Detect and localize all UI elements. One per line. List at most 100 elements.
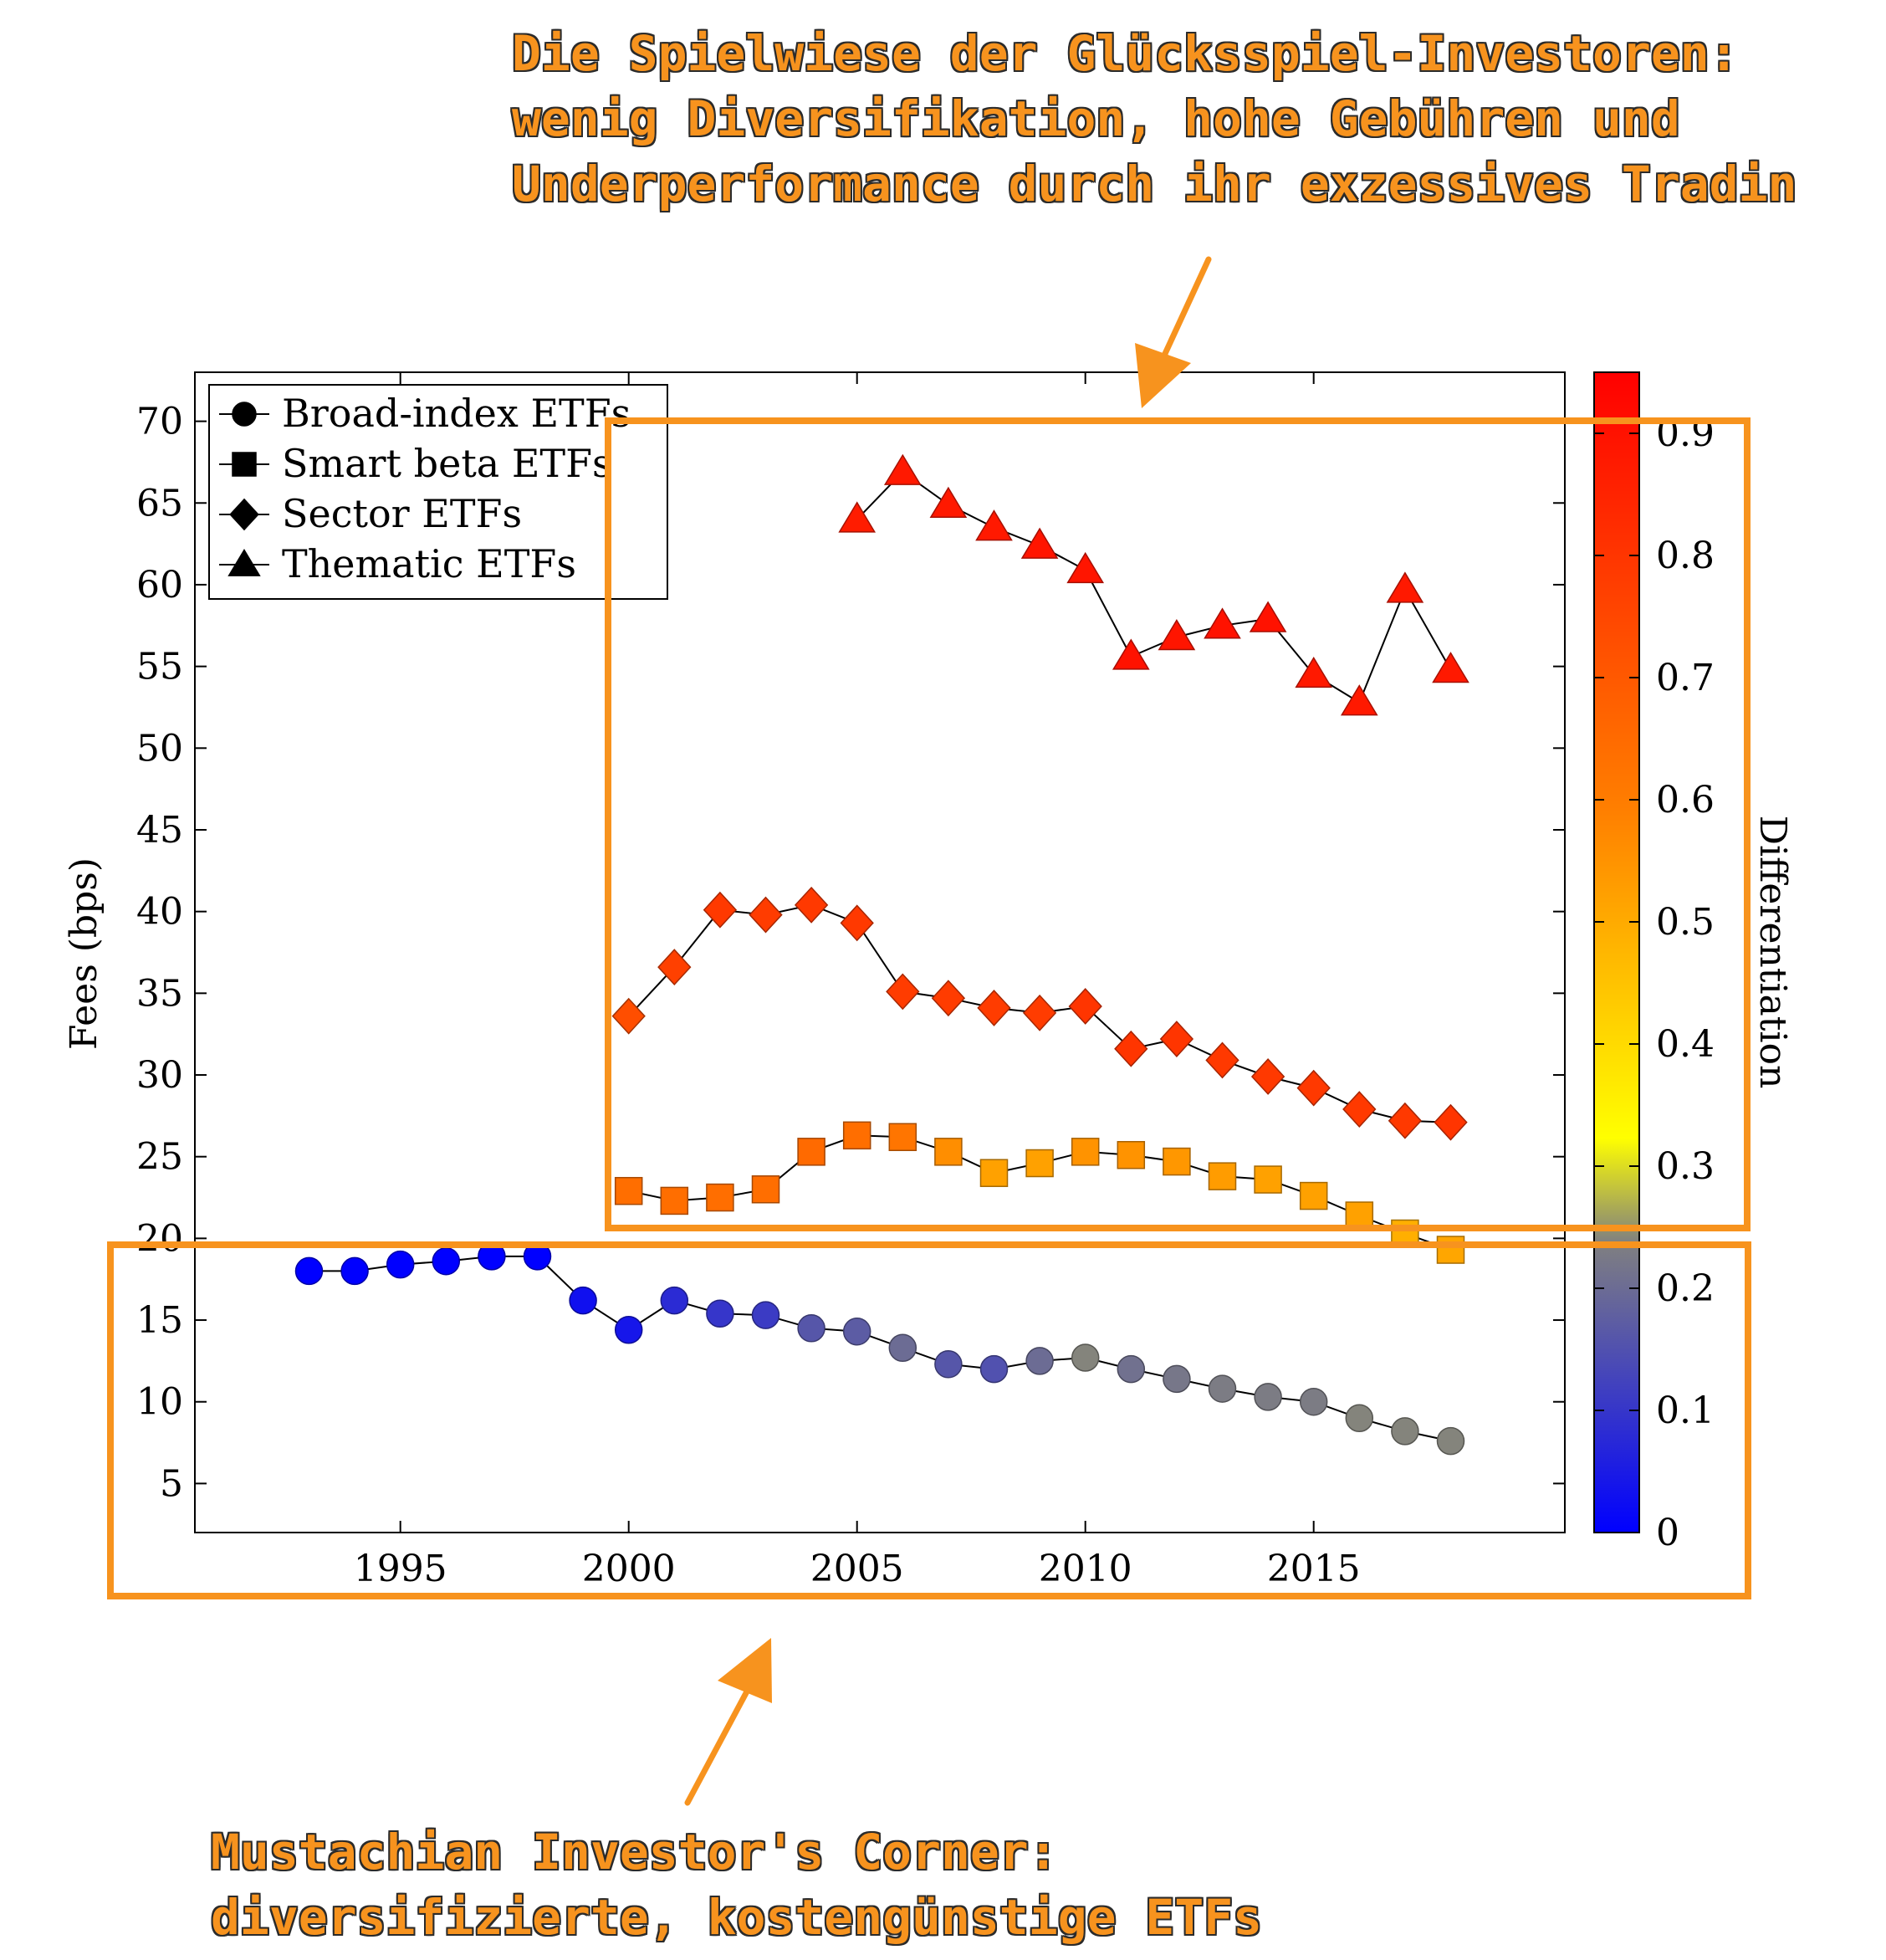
data-point <box>660 1186 689 1215</box>
data-point <box>979 1159 1009 1187</box>
legend-label: Broad-index ETFs <box>282 391 631 436</box>
callout-line: diversifizierte, kostengünstige ETFs <box>211 1889 1263 1946</box>
data-point <box>751 1175 780 1204</box>
legend-marker <box>232 452 257 477</box>
callout-line: Underperformance durch ihr exzessives Tr… <box>512 156 1797 212</box>
x-tick-label: 1995 <box>354 1548 447 1590</box>
data-point <box>842 1121 871 1150</box>
legend-marker <box>229 498 259 531</box>
y-tick-label: 20 <box>136 1217 183 1260</box>
data-point <box>1204 607 1241 639</box>
data-point <box>1296 1069 1331 1107</box>
legend-label: Smart beta ETFs <box>282 441 612 486</box>
data-point <box>657 949 692 985</box>
data-point <box>614 1316 643 1344</box>
legend-box <box>208 384 668 600</box>
data-point <box>1342 1091 1377 1128</box>
y-axis-label: Fees (bps) <box>63 857 105 1050</box>
bottom-arrow-shaft <box>684 1688 750 1806</box>
data-point <box>1250 1058 1285 1095</box>
data-point <box>1205 1041 1239 1079</box>
y-tick-label: 15 <box>136 1299 183 1342</box>
data-point <box>1436 1426 1465 1456</box>
data-point <box>1022 994 1057 1031</box>
data-point <box>797 1314 825 1343</box>
data-point <box>1071 1138 1100 1166</box>
data-point <box>1208 1374 1237 1403</box>
y-tick-label: 50 <box>136 727 183 770</box>
x-tick-label: 2015 <box>1267 1548 1361 1590</box>
data-point <box>340 1256 369 1286</box>
data-point <box>840 904 874 942</box>
data-point <box>929 486 968 518</box>
callout-line: Die Spielwiese der Glücksspiel-Investore… <box>512 25 1739 82</box>
data-point <box>1025 1347 1054 1375</box>
data-point <box>797 1138 825 1166</box>
data-point <box>294 1256 324 1286</box>
data-point <box>1391 1417 1419 1446</box>
x-axis: 1995 2000 2005 2010 2015 <box>354 372 1361 1590</box>
colorbar-tick-label: 0.8 <box>1656 535 1715 577</box>
data-point <box>432 1246 461 1276</box>
series-line <box>309 1255 1451 1442</box>
colorbar-tick-label: 0.1 <box>1656 1389 1715 1432</box>
y-tick-label: 60 <box>136 564 183 606</box>
colorbar-label: Differentiation <box>1751 816 1794 1089</box>
series-circle <box>294 1242 1465 1456</box>
x-tick-label: 2010 <box>1039 1548 1132 1590</box>
series-diamond <box>611 886 1468 1141</box>
data-point <box>614 1176 643 1205</box>
data-point <box>1436 1236 1465 1264</box>
bottom-arrow-head <box>718 1638 772 1703</box>
data-point <box>886 973 920 1011</box>
callout-line: wenig Diversifikation, hohe Gebühren und <box>512 90 1680 147</box>
data-point <box>703 891 738 929</box>
data-point <box>1117 1354 1146 1384</box>
series-layer <box>294 453 1469 1456</box>
data-point <box>931 980 966 1017</box>
y-tick-label: 30 <box>136 1054 183 1097</box>
colorbar: 00.10.20.30.40.50.60.70.80.9 <box>1593 371 1715 1554</box>
data-point <box>706 1183 734 1212</box>
data-point <box>1158 619 1196 651</box>
colorbar-tick-label: 0.6 <box>1656 779 1715 821</box>
series-triangle <box>838 453 1469 716</box>
data-point <box>1112 638 1150 670</box>
data-point <box>883 453 922 485</box>
gambling-zone-box <box>605 417 1751 1231</box>
x-tick-label: 2005 <box>810 1548 904 1590</box>
data-point <box>1163 1147 1191 1176</box>
data-point <box>1114 1030 1148 1067</box>
legend: Broad-index ETFs Smart beta ETFs Sector ET… <box>208 384 668 600</box>
y-tick-label: 40 <box>136 891 183 934</box>
data-point <box>934 1138 963 1166</box>
data-point <box>1295 656 1333 688</box>
data-point <box>934 1350 963 1379</box>
plot-area <box>194 371 1566 1533</box>
data-point <box>1340 684 1378 716</box>
gambling-investors-callout: Die Spielwiese der Glücksspiel-Investore… <box>512 21 1797 217</box>
data-point <box>1068 988 1102 1025</box>
data-point <box>1299 1387 1328 1416</box>
mustachian-zone-box <box>107 1241 1751 1599</box>
y-tick-label: 55 <box>136 646 183 688</box>
y-axis: 5 10 15 20 25 30 35 40 45 50 55 60 65 70 <box>136 401 1565 1505</box>
data-point <box>1025 1149 1054 1178</box>
y-tick-label: 10 <box>136 1381 183 1424</box>
colorbar-tick-label: 0 <box>1656 1512 1679 1554</box>
data-point <box>1434 1103 1468 1141</box>
data-point <box>1345 1404 1374 1433</box>
mustachian-corner-callout: Mustachian Investor's Corner: diversifiz… <box>211 1819 1262 1950</box>
colorbar-tick-label: 0.3 <box>1656 1145 1715 1188</box>
data-point <box>1249 601 1287 632</box>
top-arrow-shaft <box>1161 256 1212 359</box>
data-point <box>749 896 783 934</box>
data-point <box>794 886 829 924</box>
y-tick-label: 5 <box>160 1462 183 1505</box>
data-point <box>1066 551 1105 584</box>
colorbar-tick-label: 0.7 <box>1656 657 1715 699</box>
legend-marker <box>232 402 257 427</box>
data-point <box>838 501 877 533</box>
